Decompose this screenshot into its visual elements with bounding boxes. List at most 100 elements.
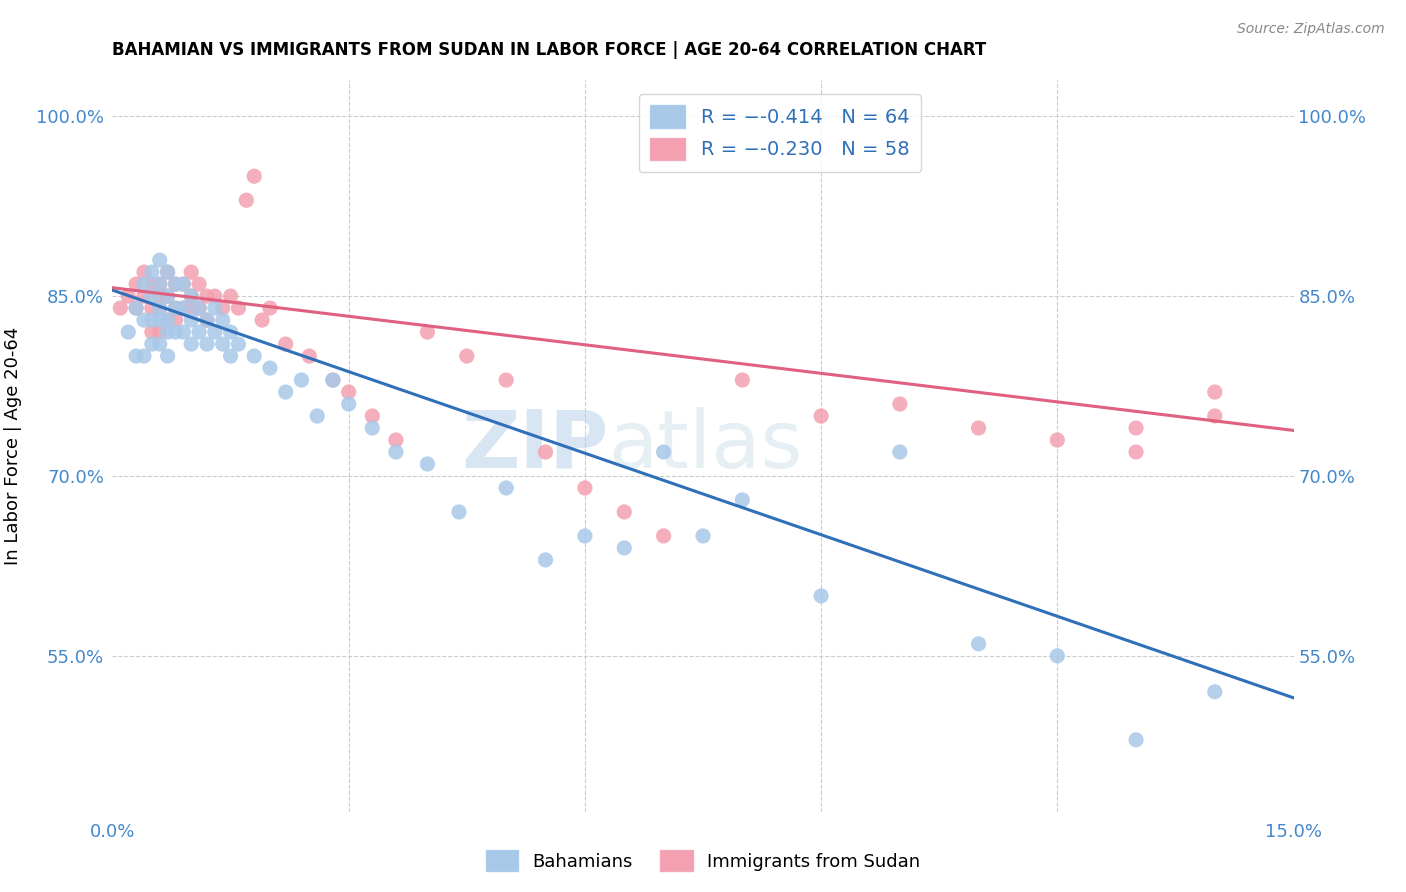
Point <box>204 289 226 303</box>
Point <box>188 277 211 292</box>
Point <box>172 325 194 339</box>
Point <box>149 337 172 351</box>
Point <box>274 385 297 400</box>
Point <box>211 301 233 315</box>
Point <box>211 313 233 327</box>
Point <box>149 325 172 339</box>
Legend: R = −-0.414   N = 64, R = −-0.230   N = 58: R = −-0.414 N = 64, R = −-0.230 N = 58 <box>638 94 921 171</box>
Point <box>322 373 344 387</box>
Point <box>322 373 344 387</box>
Point <box>337 397 360 411</box>
Point <box>149 301 172 315</box>
Text: BAHAMIAN VS IMMIGRANTS FROM SUDAN IN LABOR FORCE | AGE 20-64 CORRELATION CHART: BAHAMIAN VS IMMIGRANTS FROM SUDAN IN LAB… <box>112 41 987 59</box>
Point <box>385 445 408 459</box>
Point <box>495 481 517 495</box>
Point <box>180 289 202 303</box>
Point <box>810 589 832 603</box>
Point <box>132 349 155 363</box>
Point <box>228 301 250 315</box>
Point <box>337 385 360 400</box>
Point <box>1046 433 1069 447</box>
Point <box>141 325 163 339</box>
Y-axis label: In Labor Force | Age 20-64: In Labor Force | Age 20-64 <box>4 326 22 566</box>
Point <box>156 265 179 279</box>
Point <box>416 325 439 339</box>
Point <box>243 349 266 363</box>
Point <box>889 397 911 411</box>
Point <box>188 301 211 315</box>
Point <box>156 349 179 363</box>
Point <box>180 337 202 351</box>
Point <box>574 529 596 543</box>
Point <box>172 301 194 315</box>
Point <box>290 373 312 387</box>
Point <box>165 277 187 292</box>
Point <box>219 289 242 303</box>
Point <box>165 277 187 292</box>
Point <box>156 313 179 327</box>
Text: atlas: atlas <box>609 407 803 485</box>
Point <box>447 505 470 519</box>
Point <box>172 301 194 315</box>
Point <box>149 313 172 327</box>
Point <box>495 373 517 387</box>
Point <box>117 289 139 303</box>
Point <box>1125 421 1147 435</box>
Point <box>149 277 172 292</box>
Point <box>172 277 194 292</box>
Text: Source: ZipAtlas.com: Source: ZipAtlas.com <box>1237 22 1385 37</box>
Point <box>132 313 155 327</box>
Point <box>156 313 179 327</box>
Point <box>141 289 163 303</box>
Point <box>1204 409 1226 423</box>
Point <box>259 361 281 376</box>
Point <box>149 289 172 303</box>
Point <box>534 445 557 459</box>
Point <box>613 541 636 555</box>
Point <box>361 421 384 435</box>
Point <box>456 349 478 363</box>
Point <box>416 457 439 471</box>
Point <box>180 265 202 279</box>
Point <box>1125 732 1147 747</box>
Point <box>180 301 202 315</box>
Point <box>149 301 172 315</box>
Point <box>125 301 148 315</box>
Point <box>141 265 163 279</box>
Point <box>132 265 155 279</box>
Point <box>125 277 148 292</box>
Point <box>204 325 226 339</box>
Point <box>141 313 163 327</box>
Point <box>967 637 990 651</box>
Point <box>125 301 148 315</box>
Point <box>195 313 218 327</box>
Point <box>967 421 990 435</box>
Point <box>652 445 675 459</box>
Point <box>534 553 557 567</box>
Point <box>810 409 832 423</box>
Point <box>156 265 179 279</box>
Point <box>165 313 187 327</box>
Point <box>165 301 187 315</box>
Point <box>613 505 636 519</box>
Point <box>692 529 714 543</box>
Point <box>211 337 233 351</box>
Point <box>307 409 329 423</box>
Point <box>132 289 155 303</box>
Point <box>149 253 172 268</box>
Point <box>259 301 281 315</box>
Point <box>110 301 132 315</box>
Point <box>1125 445 1147 459</box>
Point <box>117 325 139 339</box>
Point <box>889 445 911 459</box>
Point <box>731 373 754 387</box>
Point <box>298 349 321 363</box>
Point <box>141 277 163 292</box>
Point <box>188 325 211 339</box>
Text: ZIP: ZIP <box>461 407 609 485</box>
Point <box>132 277 155 292</box>
Point <box>195 289 218 303</box>
Point <box>125 349 148 363</box>
Point <box>180 289 202 303</box>
Point <box>149 277 172 292</box>
